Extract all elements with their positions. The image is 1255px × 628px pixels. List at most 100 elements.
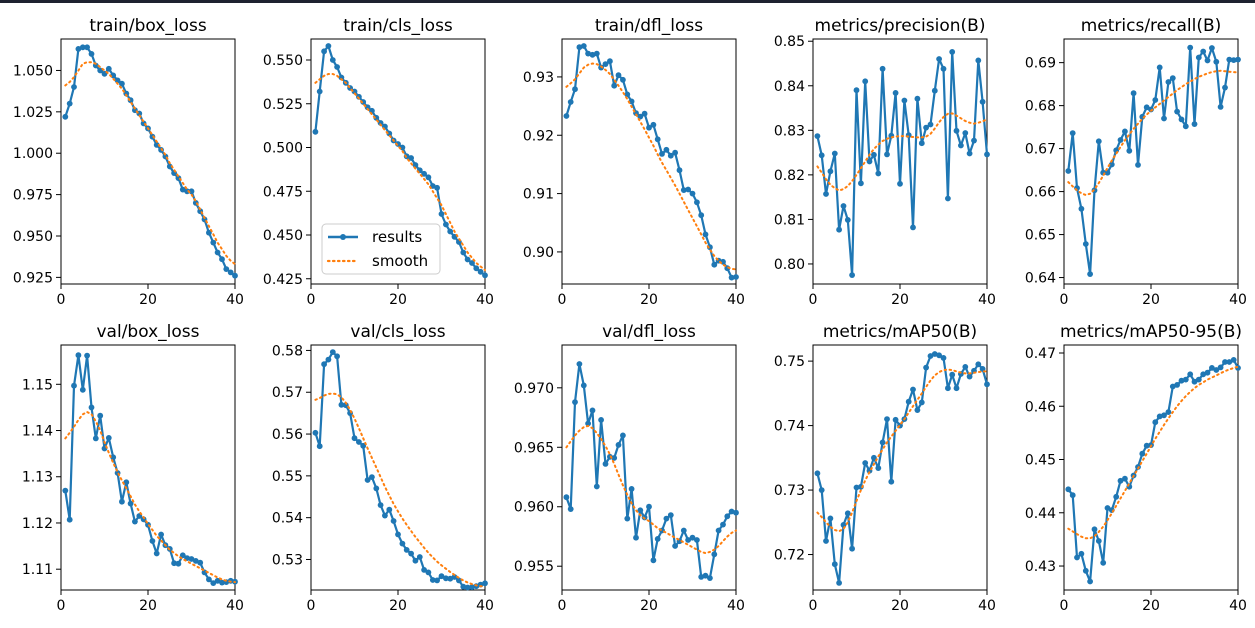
results-point [689,190,696,197]
results-point [580,382,587,389]
results-point [1174,108,1180,115]
x-tick-label: 20 [139,292,157,308]
x-tick-label: 20 [891,292,909,308]
results-point [711,261,718,268]
results-point [685,186,691,193]
results-point [875,465,882,471]
y-tick-label: 0.75 [774,354,805,370]
y-tick-label: 0.425 [263,272,303,288]
results-point [979,98,986,105]
results-point [351,435,358,442]
results-point [884,151,890,158]
results-point [611,82,618,89]
results-point [192,558,199,564]
y-tick-label: 0.56 [272,427,303,443]
results-point [650,121,657,128]
results-point [1126,147,1133,154]
results-point [814,133,821,140]
y-tick-label: 0.965 [514,440,554,456]
smooth-line-train-dfl-loss [565,62,737,271]
x-tick-label: 0 [307,598,316,614]
results-point [334,353,340,360]
results-line-metrics-precision-b [816,50,989,277]
results-point [364,477,371,483]
results-point [227,269,234,276]
results-point [676,167,683,174]
results-line-metrics-map50-b [816,352,989,585]
panel-title-metrics-map50-95-b: metrics/mAP50-95(B) [1060,322,1242,342]
results-point [1182,123,1189,130]
results-point [1235,56,1241,63]
y-tick-label: 0.81 [774,212,805,228]
results-point [1122,475,1128,482]
results-point [482,580,488,587]
results-point [875,170,882,177]
panel-val-dfl-loss: val/dfl_loss 0 20 40 0.955 0.960 0.965 0.970 [514,322,745,614]
results-point [329,349,336,355]
results-point [1191,121,1198,127]
results-point [945,385,951,392]
axes-frame-metrics-map50-b [812,344,988,591]
results-point [866,158,873,165]
results-point [75,352,82,359]
results-point [127,500,134,507]
results-point [975,57,982,64]
legend: results smooth [321,223,441,275]
results-point [637,507,644,514]
results-point [1191,378,1198,385]
y-tick-label: 0.57 [272,385,303,401]
results-point [373,485,380,492]
results-point [818,487,825,493]
results-point [1204,57,1211,64]
results-point [1204,369,1211,376]
results-point [75,46,82,52]
y-tick-label: 0.950 [13,229,53,245]
results-point [210,239,217,246]
legend-results-label: results [372,228,422,246]
results-point [232,272,238,279]
y-tick-label: 0.925 [13,270,53,286]
y-tick-label: 0.970 [514,381,554,397]
results-point [460,583,467,590]
results-point [823,191,829,197]
results-point [844,217,851,223]
results-point [1156,64,1163,71]
results-point [1113,493,1120,500]
results-point [633,534,639,541]
x-tick-label: 0 [307,292,316,308]
axes-frame-train-box-loss [60,38,236,285]
results-point [975,361,982,368]
results-point [663,515,670,522]
results-point [469,260,475,266]
results-point [849,545,855,552]
results-point [945,195,951,202]
results-point [1139,450,1146,457]
panel-title-train-cls-loss: train/cls_loss [343,16,453,36]
legend-results-marker-icon [340,234,346,240]
results-point [936,56,942,62]
results-point [482,272,488,279]
results-point [71,382,77,389]
results-point [962,364,969,370]
results-point [966,373,973,380]
results-point [984,151,990,158]
smooth-line-train-box-loss [64,61,236,266]
results-point [567,99,574,105]
x-tick-label: 40 [226,598,244,614]
x-tick-label: 20 [640,292,658,308]
x-tick-label: 0 [809,292,818,308]
results-point [71,84,77,90]
results-point [585,420,591,427]
y-tick-label: 0.91 [523,187,554,203]
results-point [1082,567,1089,574]
y-tick-label: 0.74 [774,419,805,435]
results-point [1178,116,1185,123]
y-tick-label: 0.960 [514,500,554,516]
x-tick-label: 20 [1142,292,1160,308]
results-point [412,557,419,564]
results-point [1200,48,1207,55]
results-point [711,551,718,558]
results-point [733,274,739,280]
results-point [1143,442,1150,449]
results-point [338,74,345,81]
